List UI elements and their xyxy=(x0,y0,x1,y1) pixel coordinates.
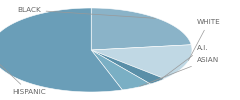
Text: WHITE: WHITE xyxy=(188,19,221,60)
Text: BLACK: BLACK xyxy=(17,7,155,18)
Polygon shape xyxy=(91,45,192,79)
Polygon shape xyxy=(91,50,165,84)
Text: A.I.: A.I. xyxy=(160,45,208,80)
Text: ASIAN: ASIAN xyxy=(139,57,219,86)
Polygon shape xyxy=(91,8,191,50)
Text: HISPANIC: HISPANIC xyxy=(0,58,46,95)
Polygon shape xyxy=(0,8,122,92)
Polygon shape xyxy=(91,50,150,90)
